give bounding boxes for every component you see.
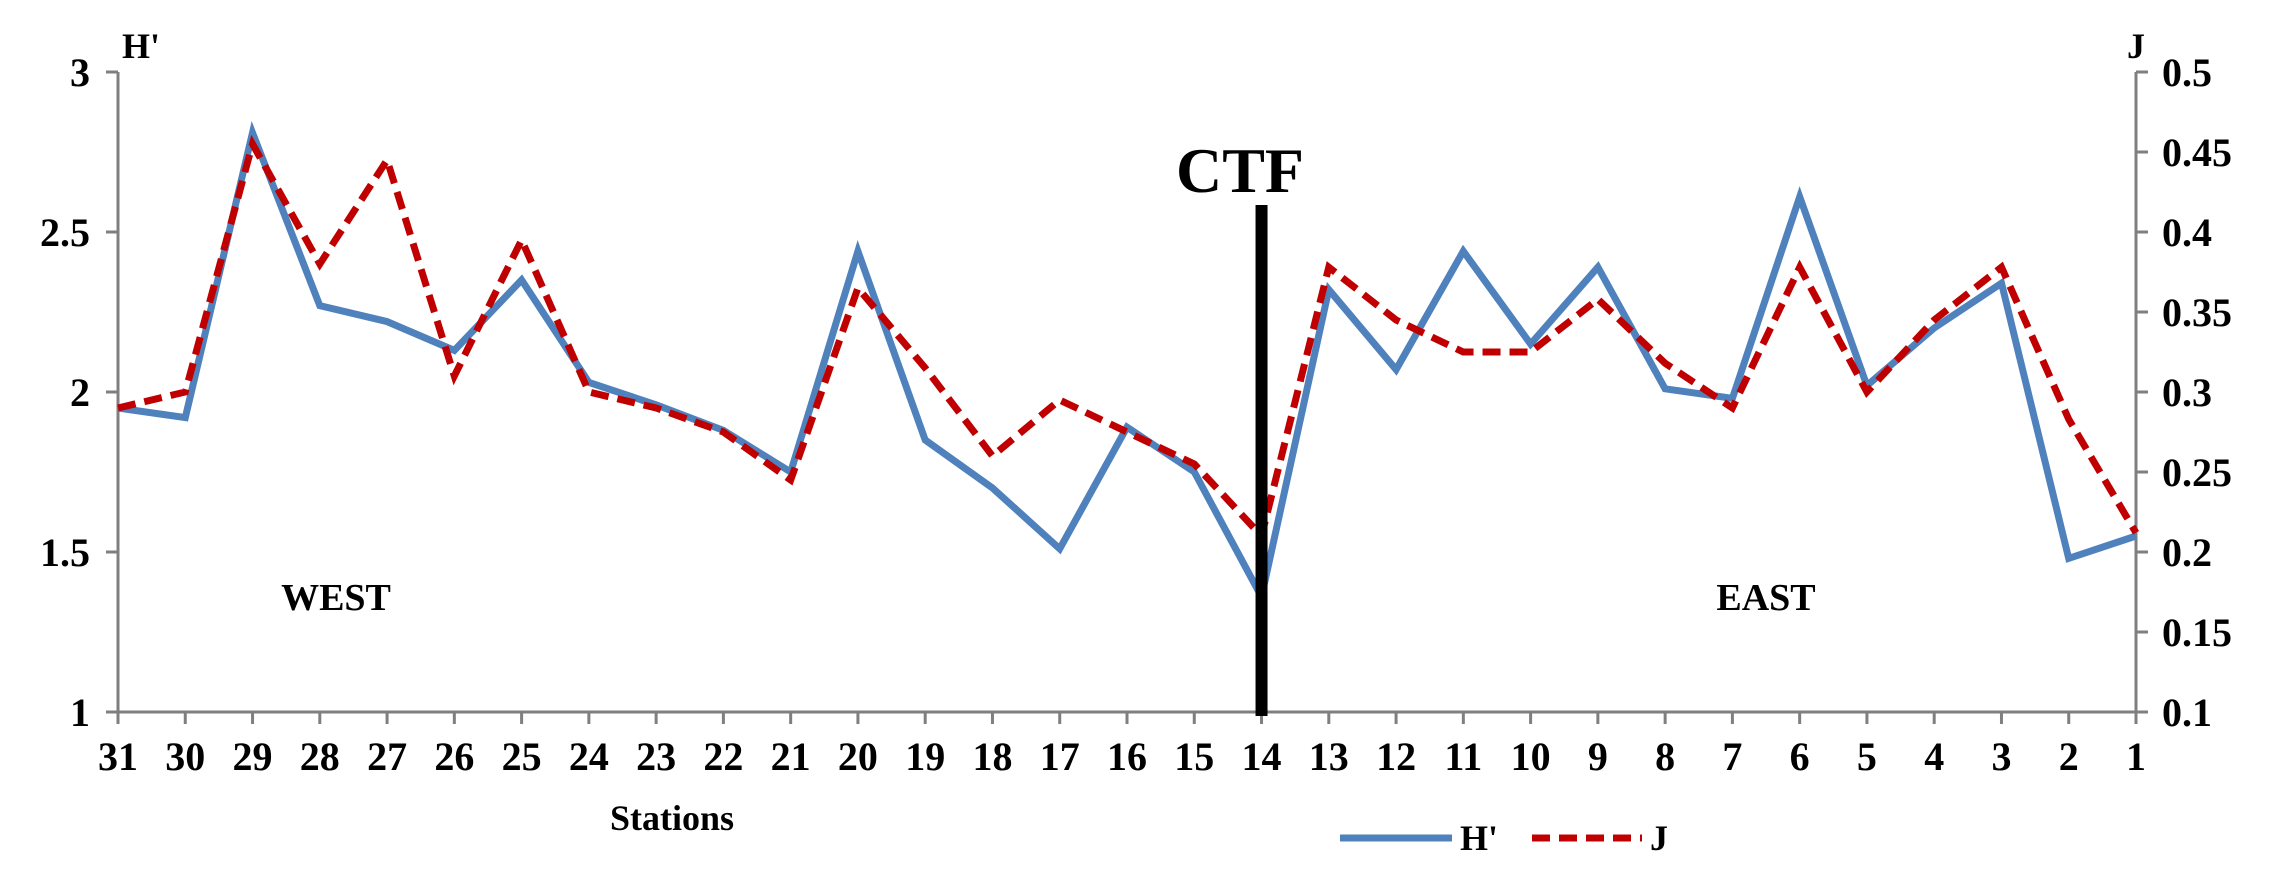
x-tick-label: 25 — [502, 734, 542, 779]
x-tick-label: 16 — [1107, 734, 1147, 779]
x-tick-label: 11 — [1444, 734, 1482, 779]
x-tick-label: 15 — [1174, 734, 1214, 779]
right-tick-label: 0.15 — [2162, 610, 2232, 655]
left-tick-label: 1 — [70, 690, 90, 735]
x-tick-label: 22 — [703, 734, 743, 779]
ctf-label: CTF — [1176, 135, 1304, 206]
axes — [116, 72, 2138, 714]
x-tick-label: 18 — [972, 734, 1012, 779]
west-label: WEST — [281, 577, 391, 619]
left-tick-label: 3 — [70, 50, 90, 95]
x-tick-label: 14 — [1242, 734, 1282, 779]
left-tick-label: 2 — [70, 370, 90, 415]
left-tick-label: 1.5 — [40, 530, 90, 575]
x-tick-label: 29 — [233, 734, 273, 779]
right-tick-label: 0.1 — [2162, 690, 2212, 735]
right-axis-ticks: 0.1 0.15 0.2 0.25 0.3 0.35 0.4 0.45 0.5 — [2136, 50, 2232, 735]
right-tick-label: 0.2 — [2162, 530, 2212, 575]
x-tick-label: 30 — [165, 734, 205, 779]
x-tick-label: 31 — [98, 734, 138, 779]
x-tick-label: 23 — [636, 734, 676, 779]
x-tick-label: 7 — [1722, 734, 1742, 779]
x-tick-label: 27 — [367, 734, 407, 779]
right-axis-title: J — [2127, 26, 2145, 66]
right-tick-label: 0.45 — [2162, 130, 2232, 175]
left-tick-label: 2.5 — [40, 210, 90, 255]
x-tick-label: 21 — [771, 734, 811, 779]
left-axis-ticks: 1 1.5 2 2.5 3 — [40, 50, 118, 735]
x-tick-label: 9 — [1588, 734, 1608, 779]
x-tick-label: 28 — [300, 734, 340, 779]
x-tick-label: 19 — [905, 734, 945, 779]
x-tick-label: 6 — [1790, 734, 1810, 779]
legend: H' J — [1340, 818, 1668, 858]
east-label: EAST — [1716, 577, 1815, 619]
right-tick-label: 0.25 — [2162, 450, 2232, 495]
x-axis-ticks: 31 30 29 28 27 26 25 24 23 22 21 20 19 18 17 16 15 14 13 12… — [98, 712, 2146, 779]
x-tick-label: 1 — [2126, 734, 2146, 779]
series-j-line — [117, 134, 2140, 544]
right-tick-label: 0.35 — [2162, 290, 2232, 335]
x-tick-label: 10 — [1511, 734, 1551, 779]
x-tick-label: 13 — [1309, 734, 1349, 779]
right-tick-label: 0.4 — [2162, 210, 2212, 255]
x-tick-label: 8 — [1655, 734, 1675, 779]
left-axis-title: H' — [122, 26, 160, 66]
x-tick-label: 26 — [434, 734, 474, 779]
x-tick-label: 2 — [2059, 734, 2079, 779]
right-tick-label: 0.5 — [2162, 50, 2212, 95]
right-tick-label: 0.3 — [2162, 370, 2212, 415]
x-tick-label: 17 — [1040, 734, 1080, 779]
series-lines — [117, 121, 2140, 607]
legend-hprime-label: H' — [1460, 818, 1498, 858]
x-tick-label: 3 — [1991, 734, 2011, 779]
x-axis-title: Stations — [610, 798, 734, 838]
x-tick-label: 12 — [1376, 734, 1416, 779]
legend-j-label: J — [1650, 818, 1668, 858]
x-tick-label: 20 — [838, 734, 878, 779]
x-tick-label: 24 — [569, 734, 609, 779]
x-tick-label: 5 — [1857, 734, 1877, 779]
x-tick-label: 4 — [1924, 734, 1944, 779]
series-hprime-line — [117, 121, 2138, 607]
